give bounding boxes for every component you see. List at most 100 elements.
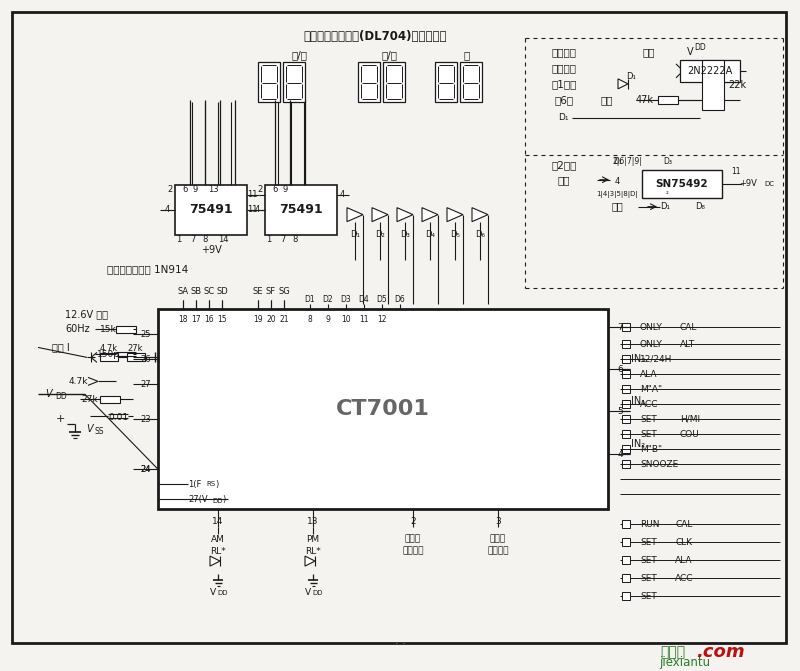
Bar <box>622 556 630 564</box>
Text: 17: 17 <box>191 315 201 324</box>
Text: ): ) <box>222 495 226 504</box>
Text: 12/24H: 12/24H <box>640 355 672 364</box>
Text: 11: 11 <box>246 205 258 214</box>
Text: IN₁: IN₁ <box>631 397 645 407</box>
Text: 11: 11 <box>731 167 741 176</box>
Text: 1: 1 <box>176 235 182 244</box>
Text: 详细电路: 详细电路 <box>551 63 577 73</box>
Text: SD: SD <box>216 287 228 296</box>
Text: D2: D2 <box>322 295 334 304</box>
Text: SET: SET <box>640 430 657 439</box>
Text: +: + <box>55 414 65 424</box>
Text: D₃: D₃ <box>663 157 673 166</box>
Text: RS: RS <box>206 481 215 487</box>
Text: CLK: CLK <box>675 537 692 547</box>
Text: +9V: +9V <box>201 245 222 254</box>
Text: DD: DD <box>313 590 323 596</box>
Text: 75491: 75491 <box>189 203 233 216</box>
Text: SN75492: SN75492 <box>656 178 708 189</box>
Text: 秒: 秒 <box>464 50 470 60</box>
Text: ALT: ALT <box>680 340 695 349</box>
Bar <box>100 397 120 403</box>
Text: 输出: 输出 <box>558 174 570 185</box>
Text: 位驱动器: 位驱动器 <box>551 47 577 57</box>
Text: 4: 4 <box>617 450 623 459</box>
Polygon shape <box>618 79 628 89</box>
Text: 12.6V 交流: 12.6V 交流 <box>65 309 108 319</box>
Text: ACC: ACC <box>640 400 658 409</box>
Bar <box>622 340 630 348</box>
Text: D₂: D₂ <box>375 230 385 239</box>
Text: 4: 4 <box>614 177 620 186</box>
Text: SET: SET <box>640 556 657 564</box>
Text: 2N2222A: 2N2222A <box>687 66 733 76</box>
Text: D5: D5 <box>377 295 387 304</box>
Bar <box>383 62 405 102</box>
Text: SET: SET <box>640 537 657 547</box>
Text: 24: 24 <box>141 465 151 474</box>
Text: 1|4|3|5|8|D|: 1|4|3|5|8|D| <box>596 191 638 198</box>
Text: V: V <box>686 47 694 57</box>
Text: ONLY: ONLY <box>640 340 663 349</box>
Text: 6: 6 <box>272 185 278 194</box>
Text: 0.01: 0.01 <box>108 413 128 422</box>
Text: DC: DC <box>764 180 774 187</box>
Text: D₁: D₁ <box>558 113 568 122</box>
Text: 4.7k: 4.7k <box>100 344 118 353</box>
Text: DD: DD <box>212 498 222 504</box>
Text: 11: 11 <box>359 315 369 324</box>
Text: 输出: 输出 <box>642 47 655 57</box>
Text: H/MI: H/MI <box>680 415 700 424</box>
Text: 75491: 75491 <box>279 203 323 216</box>
Bar <box>622 520 630 528</box>
Text: 13: 13 <box>208 185 218 194</box>
Bar <box>460 62 482 102</box>
Text: 8: 8 <box>292 235 298 244</box>
Bar <box>622 323 630 331</box>
Text: 7: 7 <box>280 235 286 244</box>
Text: 6: 6 <box>617 365 623 374</box>
Text: 接闹钟: 接闹钟 <box>490 535 506 544</box>
Text: 18: 18 <box>178 315 188 324</box>
Text: 2|6|7|9|: 2|6|7|9| <box>612 157 642 166</box>
Text: AM: AM <box>211 535 225 544</box>
Text: 4: 4 <box>254 205 260 214</box>
Text: V: V <box>210 588 216 597</box>
Text: 1(F: 1(F <box>188 480 202 488</box>
Text: 15k: 15k <box>100 325 116 334</box>
Text: RUN: RUN <box>640 519 659 529</box>
Text: D₅: D₅ <box>450 230 460 239</box>
Polygon shape <box>210 556 220 566</box>
Bar <box>622 385 630 393</box>
Bar <box>658 96 678 104</box>
Polygon shape <box>447 207 463 221</box>
Text: 输入 I: 输入 I <box>52 342 70 352</box>
Text: D₃: D₃ <box>400 230 410 239</box>
Text: 所有二极管均是 1N914: 所有二极管均是 1N914 <box>107 264 188 274</box>
Text: 7: 7 <box>190 235 196 244</box>
Text: ACC: ACC <box>675 574 694 582</box>
Bar <box>622 574 630 582</box>
Bar <box>100 354 118 362</box>
Text: 10: 10 <box>341 315 351 324</box>
Text: V: V <box>305 588 311 597</box>
Text: D3: D3 <box>341 295 351 304</box>
Text: D₁: D₁ <box>350 230 360 239</box>
Text: 14: 14 <box>218 235 228 244</box>
Text: D₁: D₁ <box>614 157 622 166</box>
Text: 9: 9 <box>326 315 330 324</box>
Text: RL*: RL* <box>210 547 226 556</box>
Bar <box>265 185 337 235</box>
Text: ONLY: ONLY <box>640 323 663 332</box>
Text: DD: DD <box>55 392 66 401</box>
Text: .com: .com <box>696 643 744 661</box>
Text: 14: 14 <box>212 517 224 525</box>
Text: SB: SB <box>190 287 202 296</box>
Bar <box>622 415 630 423</box>
Text: SET: SET <box>640 574 657 582</box>
Text: 15: 15 <box>217 315 227 324</box>
Text: SS: SS <box>94 427 104 435</box>
Text: 22k: 22k <box>728 80 746 90</box>
Text: 19: 19 <box>253 315 263 324</box>
Text: DD: DD <box>218 590 228 596</box>
